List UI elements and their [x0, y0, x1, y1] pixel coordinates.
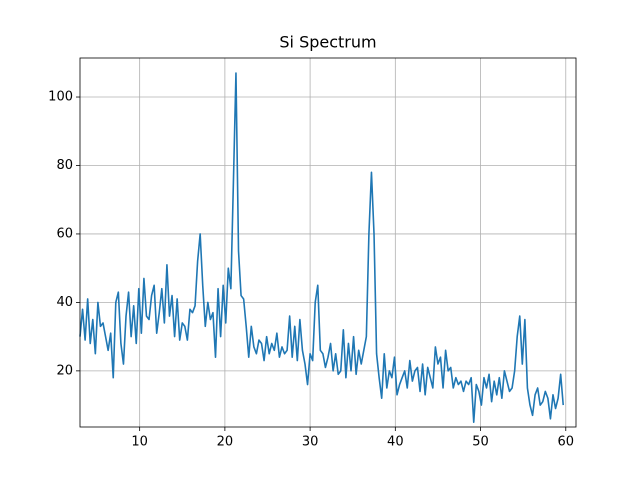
- x-tick-label: 20: [217, 435, 234, 450]
- y-tick-label: 60: [56, 226, 73, 241]
- x-tick-label: 50: [472, 435, 489, 450]
- y-tick-label: 80: [56, 158, 73, 173]
- x-tick-label: 60: [557, 435, 574, 450]
- data-line: [79, 72, 565, 424]
- plot-frame: [79, 57, 577, 428]
- y-tick-label: 40: [56, 295, 73, 310]
- x-tick-label: 30: [302, 435, 319, 450]
- x-tick-label: 10: [131, 435, 148, 450]
- chart-title: Si Spectrum: [279, 33, 376, 52]
- x-tick-label: 40: [387, 435, 404, 450]
- y-tick-label: 100: [48, 90, 73, 105]
- y-tick-label: 20: [56, 363, 73, 378]
